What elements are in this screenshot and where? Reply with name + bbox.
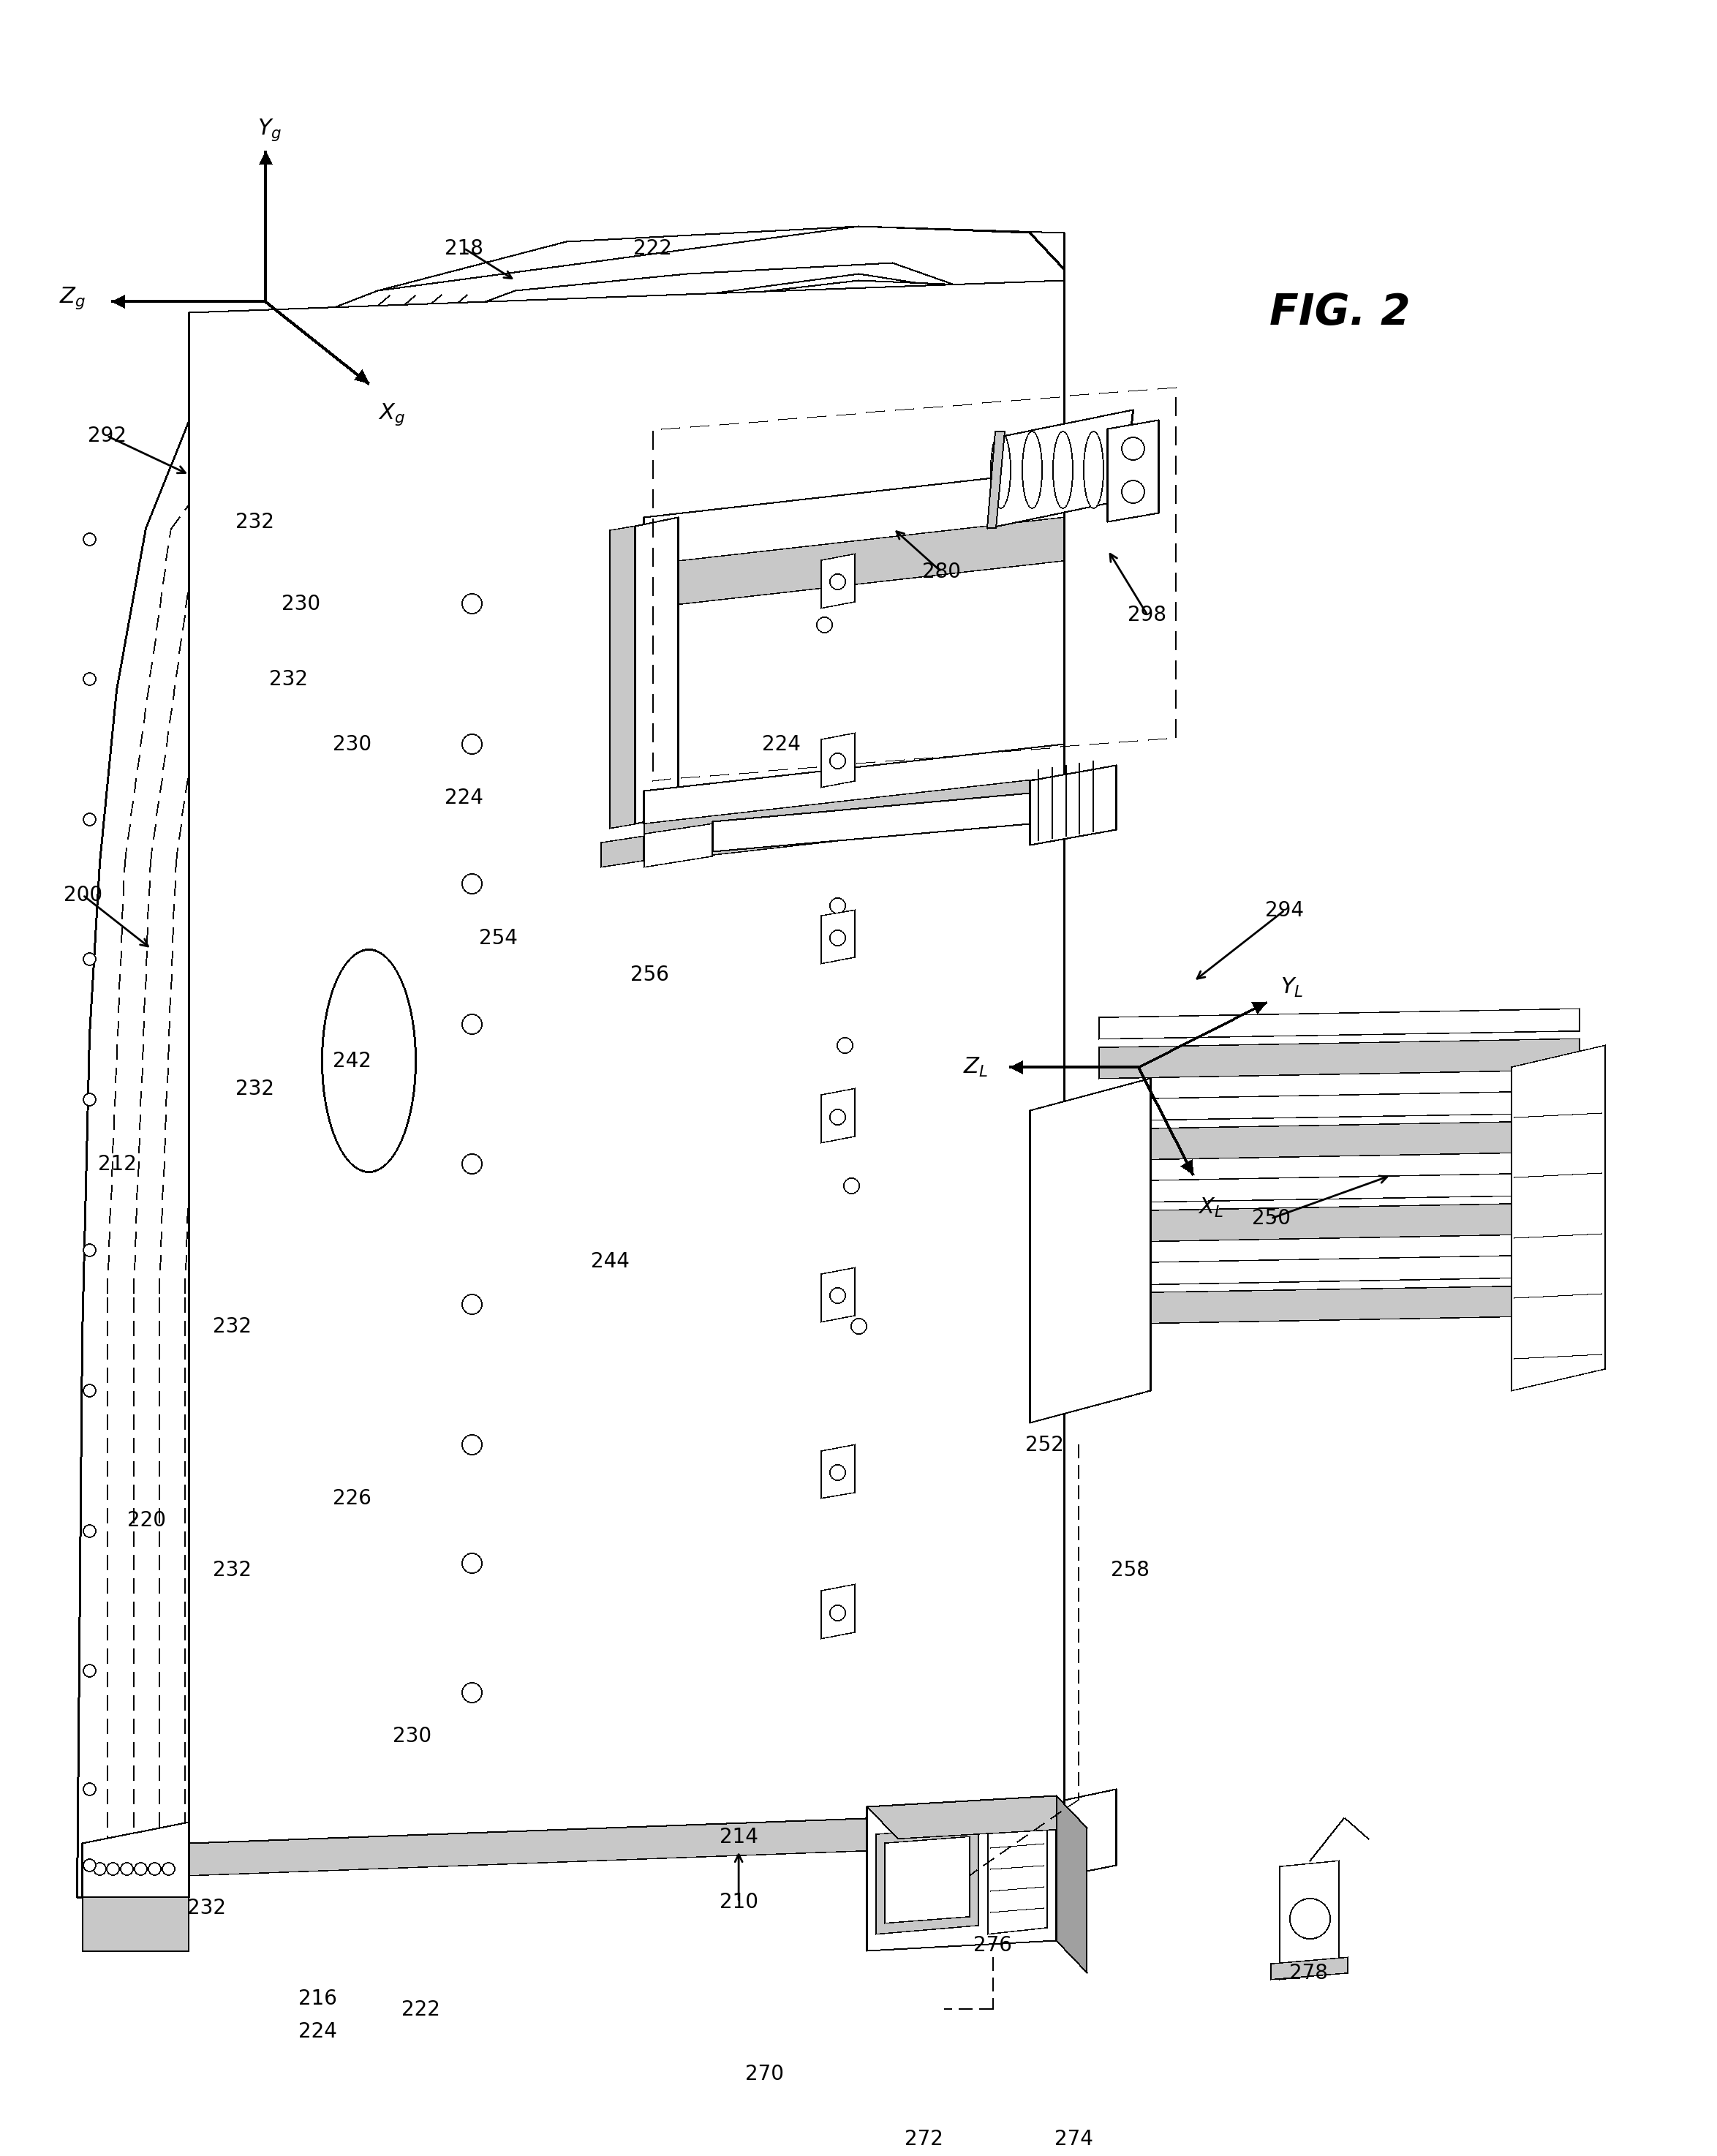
Text: $Y_g$: $Y_g$: [258, 116, 282, 142]
Text: 274: 274: [1054, 2128, 1092, 2150]
Text: 270: 270: [745, 2063, 783, 2085]
Text: 276: 276: [974, 1934, 1011, 1955]
Text: 224: 224: [445, 787, 482, 808]
Text: 218: 218: [445, 237, 482, 259]
Text: $Y_L$: $Y_L$: [1281, 977, 1303, 998]
Text: 232: 232: [213, 1315, 251, 1337]
Text: 220: 220: [127, 1509, 165, 1531]
Text: 224: 224: [762, 733, 800, 755]
Text: 242: 242: [333, 1050, 371, 1072]
Text: 244: 244: [591, 1250, 628, 1272]
Text: 230: 230: [333, 733, 373, 755]
Text: $X_L$: $X_L$: [1198, 1197, 1224, 1218]
Text: 250: 250: [1252, 1207, 1289, 1229]
Text: FIG. 2: FIG. 2: [1269, 293, 1410, 334]
Text: 230: 230: [282, 593, 321, 614]
Text: $Z_g$: $Z_g$: [58, 285, 86, 310]
Text: 232: 232: [235, 511, 273, 533]
Text: 200: 200: [64, 884, 103, 906]
Text: 292: 292: [88, 425, 125, 446]
Text: 216: 216: [299, 1988, 337, 2009]
Text: 254: 254: [479, 927, 517, 949]
Text: 222: 222: [634, 237, 671, 259]
Text: 210: 210: [719, 1891, 757, 1912]
Text: 230: 230: [393, 1725, 433, 1746]
Text: 294: 294: [1265, 899, 1303, 921]
Text: 280: 280: [922, 561, 960, 582]
Text: 298: 298: [1128, 604, 1166, 625]
Text: 212: 212: [98, 1153, 136, 1175]
Text: $Z_L$: $Z_L$: [963, 1056, 987, 1078]
Text: 272: 272: [905, 2128, 943, 2150]
Text: 256: 256: [630, 964, 668, 985]
Text: 252: 252: [1025, 1434, 1063, 1455]
Text: 224: 224: [299, 2020, 337, 2042]
Text: 214: 214: [719, 1826, 757, 1848]
Text: 232: 232: [270, 668, 307, 690]
Text: 232: 232: [213, 1559, 251, 1580]
Text: 222: 222: [402, 1999, 440, 2020]
Text: 258: 258: [1111, 1559, 1149, 1580]
Text: $X_g$: $X_g$: [378, 401, 405, 427]
Text: 232: 232: [187, 1897, 225, 1919]
Text: 226: 226: [333, 1488, 371, 1509]
Text: 278: 278: [1289, 1962, 1327, 1984]
Text: 232: 232: [235, 1078, 273, 1100]
